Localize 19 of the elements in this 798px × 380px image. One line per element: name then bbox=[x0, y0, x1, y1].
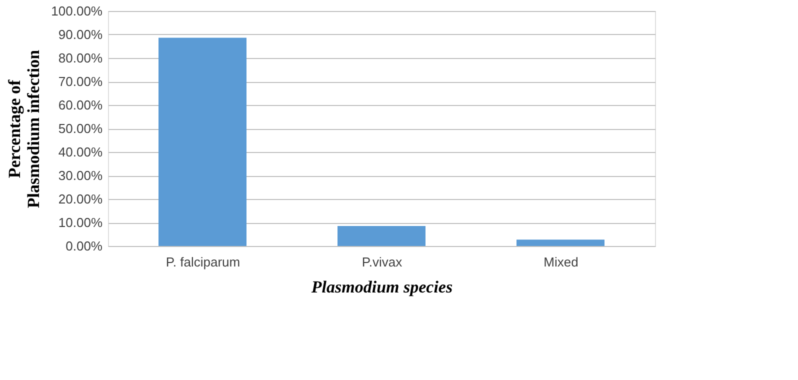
x-tick-label: P.vivax bbox=[362, 254, 403, 270]
x-axis-title: Plasmodium species bbox=[310, 278, 453, 296]
y-tick-label: 10.00% bbox=[58, 215, 103, 230]
x-tick-label: Mixed bbox=[544, 254, 578, 270]
bar bbox=[516, 240, 604, 246]
y-tick-label: 50.00% bbox=[58, 121, 103, 136]
y-tick-label: 40.00% bbox=[58, 144, 103, 160]
y-tick-label: 90.00% bbox=[58, 27, 103, 42]
bar bbox=[158, 38, 246, 246]
bar bbox=[338, 226, 426, 246]
y-tick-label: 100.00% bbox=[51, 4, 103, 18]
y-tick-label: 20.00% bbox=[58, 192, 103, 206]
y-tick-label: 70.00% bbox=[58, 74, 103, 89]
y-tick-label: 60.00% bbox=[58, 98, 103, 112]
y-tick-label: 30.00% bbox=[58, 168, 103, 183]
y-tick-label: 80.00% bbox=[58, 50, 103, 66]
x-tick-label: P. falciparum bbox=[166, 254, 240, 270]
y-axis-title: Percentage of Plasmodium infection bbox=[5, 49, 44, 208]
y-tick-label: 0.00% bbox=[66, 238, 103, 254]
